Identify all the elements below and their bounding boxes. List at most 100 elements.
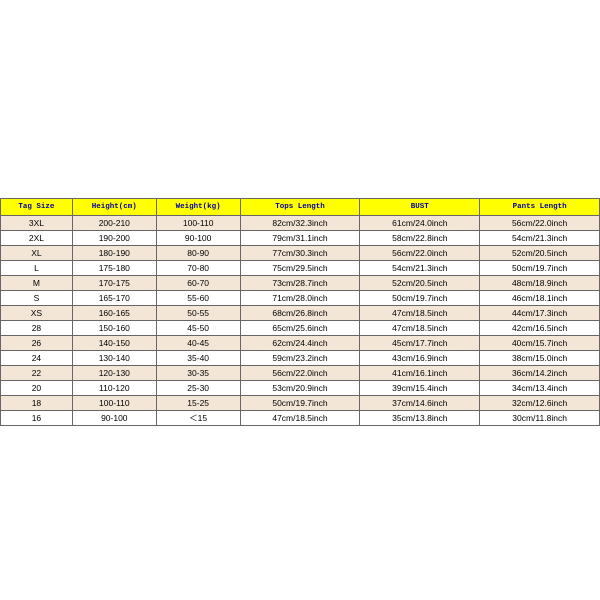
cell: 170-175 bbox=[72, 276, 156, 291]
cell: 38cm/15.0inch bbox=[480, 351, 600, 366]
cell: 45-50 bbox=[156, 321, 240, 336]
cell: 90-100 bbox=[72, 411, 156, 426]
cell: 56cm/22.0inch bbox=[240, 366, 360, 381]
cell: 39cm/15.4inch bbox=[360, 381, 480, 396]
cell: 71cm/28.0inch bbox=[240, 291, 360, 306]
cell: 15-25 bbox=[156, 396, 240, 411]
cell: 2XL bbox=[1, 231, 73, 246]
cell: 42cm/16.5inch bbox=[480, 321, 600, 336]
cell: 90-100 bbox=[156, 231, 240, 246]
cell: 47cm/18.5inch bbox=[360, 306, 480, 321]
table-row: 3XL200-210100-11082cm/32.3inch61cm/24.0i… bbox=[1, 216, 600, 231]
cell: 35-40 bbox=[156, 351, 240, 366]
table-row: 24130-14035-4059cm/23.2inch43cm/16.9inch… bbox=[1, 351, 600, 366]
cell: 32cm/12.6inch bbox=[480, 396, 600, 411]
header-tops-length: Tops Length bbox=[240, 199, 360, 216]
cell: 70-80 bbox=[156, 261, 240, 276]
table-row: L175-18070-8075cm/29.5inch54cm/21.3inch5… bbox=[1, 261, 600, 276]
cell: 50cm/19.7inch bbox=[240, 396, 360, 411]
cell: XL bbox=[1, 246, 73, 261]
table-row: S165-17055-6071cm/28.0inch50cm/19.7inch4… bbox=[1, 291, 600, 306]
cell: 47cm/18.5inch bbox=[240, 411, 360, 426]
cell: 48cm/18.9inch bbox=[480, 276, 600, 291]
cell: 65cm/25.6inch bbox=[240, 321, 360, 336]
cell: 175-180 bbox=[72, 261, 156, 276]
cell: 34cm/13.4inch bbox=[480, 381, 600, 396]
cell: 3XL bbox=[1, 216, 73, 231]
cell: 110-120 bbox=[72, 381, 156, 396]
header-pants-length: Pants Length bbox=[480, 199, 600, 216]
table-row: 2XL190-20090-10079cm/31.1inch58cm/22.8in… bbox=[1, 231, 600, 246]
cell: L bbox=[1, 261, 73, 276]
cell: 100-110 bbox=[72, 396, 156, 411]
cell: 54cm/21.3inch bbox=[360, 261, 480, 276]
stage: Tag Size Height(cm) Weight(kg) Tops Leng… bbox=[0, 0, 600, 600]
cell: 26 bbox=[1, 336, 73, 351]
cell: 100-110 bbox=[156, 216, 240, 231]
cell: 50-55 bbox=[156, 306, 240, 321]
cell: 18 bbox=[1, 396, 73, 411]
cell: 35cm/13.8inch bbox=[360, 411, 480, 426]
cell: 36cm/14.2inch bbox=[480, 366, 600, 381]
size-table-wrap: Tag Size Height(cm) Weight(kg) Tops Leng… bbox=[0, 198, 600, 426]
cell: 30-35 bbox=[156, 366, 240, 381]
cell: 73cm/28.7inch bbox=[240, 276, 360, 291]
table-row: 18100-11015-2550cm/19.7inch37cm/14.6inch… bbox=[1, 396, 600, 411]
cell: 47cm/18.5inch bbox=[360, 321, 480, 336]
cell: 60-70 bbox=[156, 276, 240, 291]
cell: M bbox=[1, 276, 73, 291]
cell: S bbox=[1, 291, 73, 306]
cell: 68cm/26.8inch bbox=[240, 306, 360, 321]
cell: 53cm/20.9inch bbox=[240, 381, 360, 396]
cell: 55-60 bbox=[156, 291, 240, 306]
header-height: Height(cm) bbox=[72, 199, 156, 216]
cell: 37cm/14.6inch bbox=[360, 396, 480, 411]
cell: 44cm/17.3inch bbox=[480, 306, 600, 321]
cell: 190-200 bbox=[72, 231, 156, 246]
header-tag-size: Tag Size bbox=[1, 199, 73, 216]
cell: 82cm/32.3inch bbox=[240, 216, 360, 231]
cell: 22 bbox=[1, 366, 73, 381]
table-row: 26140-15040-4562cm/24.4inch45cm/17.7inch… bbox=[1, 336, 600, 351]
cell: 50cm/19.7inch bbox=[360, 291, 480, 306]
cell: 46cm/18.1inch bbox=[480, 291, 600, 306]
cell: 16 bbox=[1, 411, 73, 426]
size-table-head: Tag Size Height(cm) Weight(kg) Tops Leng… bbox=[1, 199, 600, 216]
cell: 140-150 bbox=[72, 336, 156, 351]
size-table-body: 3XL200-210100-11082cm/32.3inch61cm/24.0i… bbox=[1, 216, 600, 426]
table-row: XL180-19080-9077cm/30.3inch56cm/22.0inch… bbox=[1, 246, 600, 261]
cell: XS bbox=[1, 306, 73, 321]
cell: 58cm/22.8inch bbox=[360, 231, 480, 246]
table-row: M170-17560-7073cm/28.7inch52cm/20.5inch4… bbox=[1, 276, 600, 291]
cell: 62cm/24.4inch bbox=[240, 336, 360, 351]
table-row: 28150-16045-5065cm/25.6inch47cm/18.5inch… bbox=[1, 321, 600, 336]
cell: 80-90 bbox=[156, 246, 240, 261]
cell: 61cm/24.0inch bbox=[360, 216, 480, 231]
cell: 165-170 bbox=[72, 291, 156, 306]
cell: 54cm/21.3inch bbox=[480, 231, 600, 246]
cell: ＜15 bbox=[156, 411, 240, 426]
header-bust: BUST bbox=[360, 199, 480, 216]
cell: 52cm/20.5inch bbox=[480, 246, 600, 261]
cell: 59cm/23.2inch bbox=[240, 351, 360, 366]
size-table: Tag Size Height(cm) Weight(kg) Tops Leng… bbox=[0, 198, 600, 426]
cell: 52cm/20.5inch bbox=[360, 276, 480, 291]
cell: 40-45 bbox=[156, 336, 240, 351]
cell: 30cm/11.8inch bbox=[480, 411, 600, 426]
cell: 75cm/29.5inch bbox=[240, 261, 360, 276]
header-weight: Weight(kg) bbox=[156, 199, 240, 216]
cell: 50cm/19.7inch bbox=[480, 261, 600, 276]
header-row: Tag Size Height(cm) Weight(kg) Tops Leng… bbox=[1, 199, 600, 216]
cell: 79cm/31.1inch bbox=[240, 231, 360, 246]
cell: 200-210 bbox=[72, 216, 156, 231]
cell: 180-190 bbox=[72, 246, 156, 261]
cell: 43cm/16.9inch bbox=[360, 351, 480, 366]
cell: 160-165 bbox=[72, 306, 156, 321]
cell: 56cm/22.0inch bbox=[480, 216, 600, 231]
cell: 40cm/15.7inch bbox=[480, 336, 600, 351]
table-row: XS160-16550-5568cm/26.8inch47cm/18.5inch… bbox=[1, 306, 600, 321]
cell: 77cm/30.3inch bbox=[240, 246, 360, 261]
cell: 45cm/17.7inch bbox=[360, 336, 480, 351]
cell: 41cm/16.1inch bbox=[360, 366, 480, 381]
cell: 20 bbox=[1, 381, 73, 396]
